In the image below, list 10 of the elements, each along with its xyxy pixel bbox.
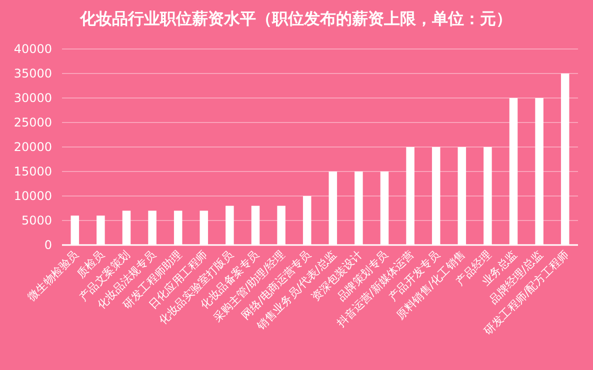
chart-title: 化妆品行业职位薪资水平（职位发布的薪资上限，单位：元） xyxy=(79,9,512,28)
y-tick-label: 10000 xyxy=(14,189,52,203)
y-tick-label: 20000 xyxy=(14,140,52,154)
y-tick-label: 15000 xyxy=(14,164,52,178)
y-tick-label: 35000 xyxy=(14,66,52,80)
y-tick-label: 5000 xyxy=(21,214,52,228)
y-tick-label: 30000 xyxy=(14,91,52,105)
y-tick-label: 0 xyxy=(44,238,52,252)
y-tick-label: 25000 xyxy=(14,116,52,130)
y-tick-label: 40000 xyxy=(14,42,52,56)
